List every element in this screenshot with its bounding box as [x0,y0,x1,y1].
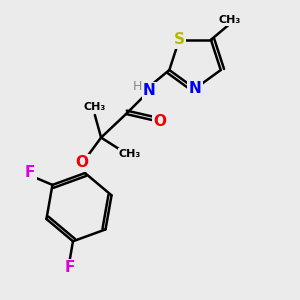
Text: N: N [189,81,201,96]
Text: O: O [76,155,88,170]
Text: N: N [143,83,156,98]
Text: CH₃: CH₃ [219,15,241,25]
Text: H: H [133,80,142,93]
Text: F: F [25,165,35,180]
Text: S: S [174,32,185,47]
Text: CH₃: CH₃ [119,149,141,159]
Text: O: O [153,115,166,130]
Text: CH₃: CH₃ [84,102,106,112]
Text: F: F [64,260,75,275]
